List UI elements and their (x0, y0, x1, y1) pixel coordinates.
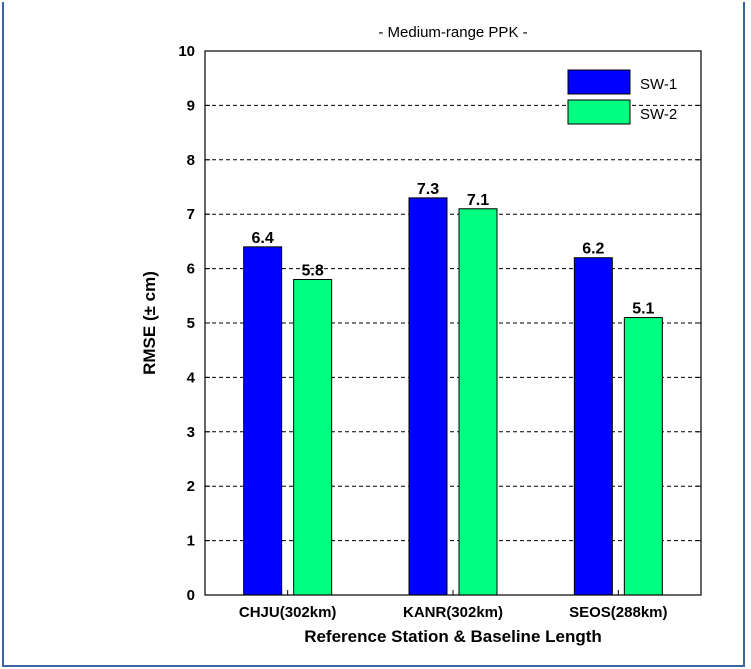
data-label: 6.2 (582, 241, 604, 258)
y-tick-label: 0 (187, 587, 195, 604)
x-tick-label: KANR(302km) (403, 604, 503, 621)
x-tick-label: SEOS(288km) (569, 604, 667, 621)
legend-swatch-sw-1 (567, 69, 631, 95)
bar-sw-1 (243, 246, 283, 596)
bar-sw-2 (293, 278, 333, 596)
bar-sw-1 (408, 197, 448, 596)
y-ticks: 0 1 2 3 4 5 6 7 8 9 10 (178, 43, 701, 604)
y-axis-title: RMSE (± cm) (140, 271, 159, 375)
bar-sw-2 (623, 317, 663, 596)
y-tick-label: 9 (187, 97, 195, 114)
y-tick-label: 2 (187, 478, 195, 495)
x-ticks: CHJU(302km) KANR(302km) SEOS(288km) (239, 590, 668, 621)
data-label: 7.3 (417, 181, 439, 198)
legend-label-sw-1: SW-1 (640, 76, 677, 93)
bar-sw-2 (458, 208, 498, 596)
y-tick-label: 8 (187, 152, 195, 169)
legend-label-sw-2: SW-2 (640, 106, 677, 123)
bars (243, 197, 663, 596)
chart-title: - Medium-range PPK - (378, 24, 527, 41)
y-tick-label: 10 (178, 43, 195, 60)
data-label: 6.4 (252, 230, 274, 247)
bar-sw-1 (573, 257, 613, 596)
x-tick-label: CHJU(302km) (239, 604, 337, 621)
y-tick-label: 3 (187, 424, 195, 441)
y-tick-label: 5 (187, 315, 195, 332)
y-tick-label: 7 (187, 206, 195, 223)
data-label: 7.1 (467, 192, 489, 209)
data-labels: 6.4 5.8 7.3 7.1 6.2 5.1 (252, 181, 655, 318)
y-tick-label: 6 (187, 261, 195, 278)
y-tick-label: 1 (187, 533, 195, 550)
data-label: 5.1 (632, 301, 654, 318)
legend-swatch-sw-2 (567, 99, 631, 125)
legend: SW-1 SW-2 (567, 69, 677, 125)
y-tick-label: 4 (187, 369, 196, 386)
x-axis-title: Reference Station & Baseline Length (304, 627, 602, 646)
data-label: 5.8 (302, 262, 324, 279)
